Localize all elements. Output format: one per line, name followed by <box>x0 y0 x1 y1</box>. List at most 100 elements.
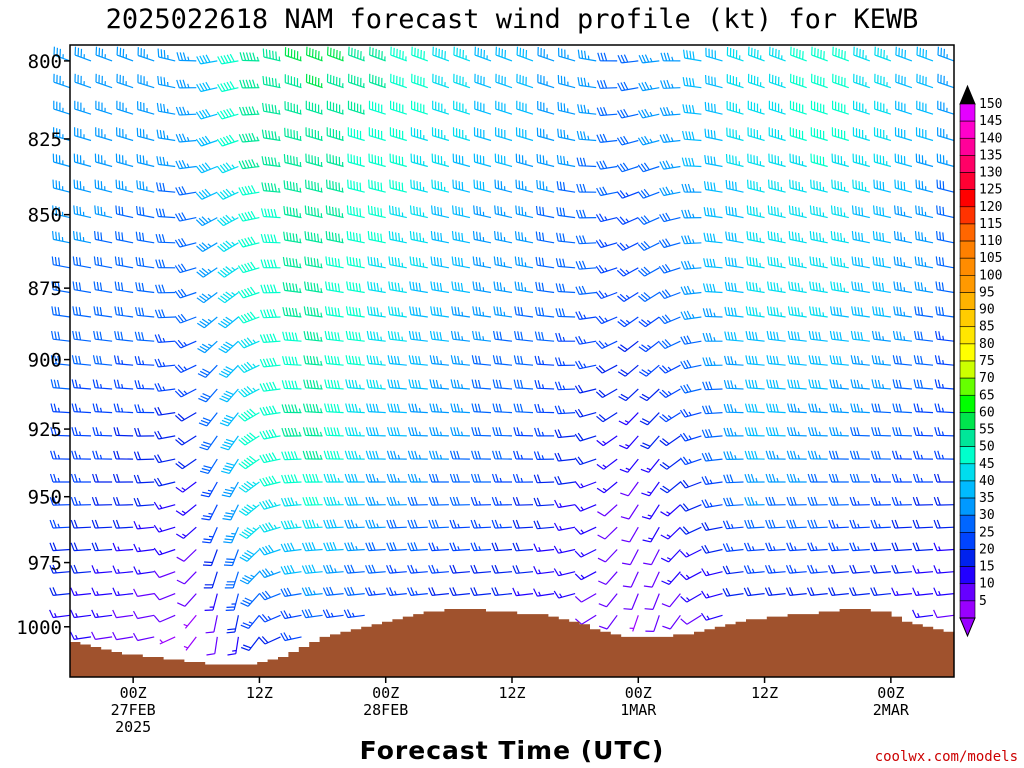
wind-barb <box>386 587 407 596</box>
wind-barb <box>597 52 618 62</box>
wind-barb <box>936 205 955 219</box>
wind-barb <box>574 432 597 442</box>
wind-barb <box>871 427 891 437</box>
wind-barb <box>431 205 450 219</box>
wind-barb <box>202 549 218 567</box>
wind-barb <box>595 264 618 274</box>
wind-barb <box>702 357 723 367</box>
wind-barb <box>112 497 134 506</box>
wind-barb <box>789 153 807 168</box>
wind-barb <box>766 355 786 366</box>
wind-barb <box>617 340 639 353</box>
wind-barb <box>386 564 407 574</box>
wind-barb <box>679 408 702 418</box>
wind-barb <box>616 108 639 119</box>
wind-barb <box>494 205 513 219</box>
wind-barb <box>660 79 681 89</box>
wind-barb <box>725 205 744 219</box>
wind-barb <box>387 355 407 366</box>
plot-frame <box>69 44 955 678</box>
wind-barb <box>831 179 849 193</box>
wind-barb <box>237 286 260 299</box>
wind-barb <box>895 46 913 62</box>
wind-barb <box>367 306 386 318</box>
wind-barb <box>175 458 197 470</box>
wind-barb <box>937 100 955 115</box>
wind-barb <box>432 73 450 89</box>
y-axis: 800 825 850 875 900 925 950 975 1000 <box>16 51 70 639</box>
wind-barb <box>679 479 702 489</box>
wind-barb <box>470 473 491 483</box>
wind-barb <box>766 379 786 390</box>
wind-barb <box>323 541 344 552</box>
wind-barb <box>787 403 807 414</box>
wind-barb <box>849 450 870 460</box>
wind-barb <box>301 542 323 552</box>
wind-barb <box>744 403 765 414</box>
colorbar-swatch <box>959 360 976 379</box>
wind-barb <box>681 157 702 168</box>
wind-barb <box>574 384 597 394</box>
wind-barb <box>936 231 955 244</box>
wind-barb <box>494 231 513 244</box>
wind-barb <box>512 473 534 483</box>
wind-barb <box>49 609 71 619</box>
wind-barb <box>473 205 492 219</box>
wind-barb <box>195 216 218 227</box>
wind-barb <box>217 266 239 278</box>
wind-barb <box>431 127 450 142</box>
wind-barb <box>470 542 492 552</box>
wind-barb <box>197 364 218 378</box>
wind-barb <box>115 153 134 168</box>
wind-barb <box>724 306 744 318</box>
wind-barb <box>933 496 955 506</box>
wind-barb <box>301 564 323 574</box>
wind-barb <box>260 233 281 244</box>
wind-barb <box>658 339 681 350</box>
wind-barb <box>174 364 197 374</box>
wind-barb <box>934 450 955 460</box>
wind-barb <box>493 281 513 294</box>
wind-barb <box>703 181 723 193</box>
wind-barb <box>574 593 597 603</box>
wind-barb <box>282 256 302 269</box>
wind-barb <box>174 263 197 274</box>
wind-barb <box>177 593 197 607</box>
wind-barb <box>237 337 260 349</box>
wind-barb <box>659 186 681 197</box>
wind-barb <box>851 231 870 244</box>
wind-barb <box>811 73 828 89</box>
wind-barb <box>659 388 681 399</box>
wind-barb <box>368 153 386 168</box>
wind-barb <box>474 46 492 62</box>
wind-barb <box>369 46 386 62</box>
wind-barb <box>196 54 218 65</box>
wind-barb <box>153 547 176 556</box>
colorbar-swatch <box>959 120 976 139</box>
wind-barb <box>429 330 449 342</box>
wind-barb <box>365 564 386 574</box>
wind-barb <box>935 330 955 342</box>
wind-barb <box>726 100 744 115</box>
wind-barb <box>302 473 323 483</box>
wind-barb <box>894 179 913 193</box>
wind-barb <box>411 100 428 115</box>
wind-barb <box>873 153 892 168</box>
wind-barb <box>346 281 365 294</box>
wind-barb <box>322 609 344 619</box>
wind-barb <box>913 403 934 414</box>
wind-barb <box>786 496 807 506</box>
colorbar-swatch <box>959 155 976 173</box>
wind-barb <box>891 473 912 483</box>
wind-barb <box>473 179 492 193</box>
wind-barb <box>217 53 239 65</box>
wind-barb <box>598 571 618 585</box>
wind-barb <box>323 496 344 506</box>
wind-barb <box>327 46 344 62</box>
wind-barb <box>495 46 513 62</box>
wind-barb <box>514 256 534 269</box>
wind-barb <box>258 544 281 556</box>
wind-barb <box>390 73 407 89</box>
wind-barb <box>703 232 723 244</box>
colorbar-swatch <box>959 240 976 259</box>
